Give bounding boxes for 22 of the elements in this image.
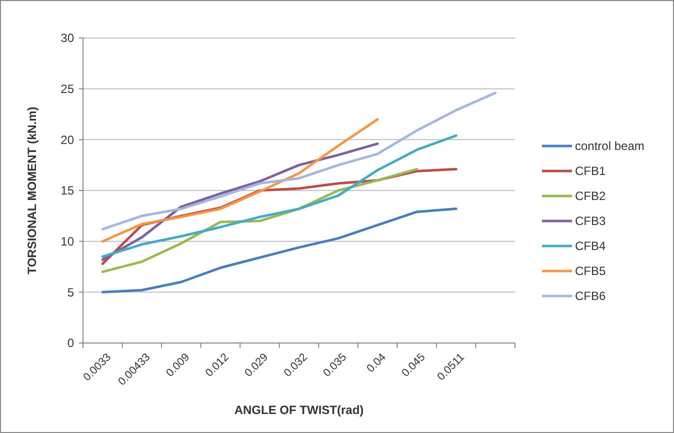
legend-label: CFB6 [575, 289, 606, 304]
y-tick-label: 10 [60, 234, 74, 249]
y-tick-label: 0 [67, 336, 74, 350]
line-series [101, 134, 458, 258]
legend-label: CFB2 [575, 189, 606, 204]
legend-label: control beam [575, 139, 644, 154]
legend-label: CFB3 [575, 214, 606, 228]
legend-label: CFB1 [575, 164, 606, 178]
line-series [101, 208, 458, 294]
y-axis-title: TORSIONAL MOMENT (kN.m) [25, 106, 39, 274]
line-series [101, 92, 497, 230]
legend-label: CFB4 [575, 239, 606, 254]
line-series [101, 118, 379, 243]
y-tick-label: 25 [60, 82, 74, 96]
y-tick-label: 5 [67, 285, 74, 300]
x-tick-label: 0.04 [364, 351, 388, 375]
x-axis-title: ANGLE OF TWIST(rad) [234, 403, 364, 417]
legend-label: CFB5 [575, 264, 606, 278]
y-tick-label: 15 [60, 184, 74, 198]
y-tick-label: 20 [60, 132, 74, 147]
y-tick-label: 30 [60, 31, 74, 46]
line-series [101, 142, 379, 261]
